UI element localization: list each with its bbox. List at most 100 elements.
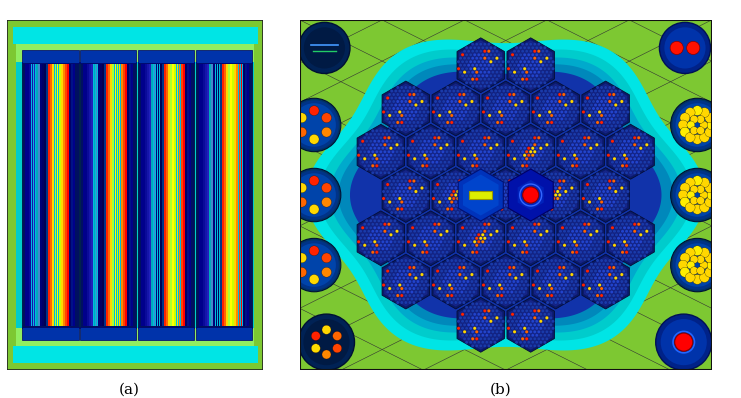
Circle shape — [497, 233, 501, 236]
Bar — [25, 64, 27, 326]
Circle shape — [408, 287, 411, 290]
Circle shape — [479, 302, 482, 306]
Circle shape — [522, 110, 525, 114]
Circle shape — [511, 327, 514, 330]
Circle shape — [462, 280, 465, 283]
Circle shape — [504, 207, 508, 211]
Circle shape — [571, 129, 574, 133]
Circle shape — [625, 171, 628, 174]
Circle shape — [448, 226, 451, 229]
Circle shape — [476, 276, 479, 280]
Circle shape — [462, 128, 465, 131]
Circle shape — [357, 240, 360, 244]
Circle shape — [416, 280, 419, 283]
Circle shape — [521, 136, 525, 139]
Circle shape — [504, 100, 508, 103]
Circle shape — [572, 96, 576, 100]
Circle shape — [415, 154, 419, 157]
Circle shape — [502, 117, 505, 121]
Bar — [33, 64, 36, 326]
Circle shape — [489, 219, 493, 222]
Circle shape — [404, 114, 408, 117]
Circle shape — [383, 129, 387, 133]
Circle shape — [434, 200, 437, 204]
Circle shape — [550, 294, 554, 297]
Circle shape — [448, 117, 451, 121]
Circle shape — [425, 107, 428, 110]
Circle shape — [598, 90, 601, 93]
Circle shape — [611, 140, 614, 143]
Circle shape — [465, 320, 468, 323]
Circle shape — [574, 114, 577, 117]
Circle shape — [519, 146, 522, 150]
Circle shape — [465, 46, 468, 49]
Circle shape — [508, 294, 511, 297]
Circle shape — [461, 53, 464, 57]
Circle shape — [527, 74, 531, 77]
Circle shape — [510, 204, 514, 207]
Circle shape — [529, 70, 532, 74]
Circle shape — [515, 219, 518, 222]
Circle shape — [607, 146, 610, 150]
Circle shape — [589, 240, 592, 244]
Bar — [218, 64, 219, 326]
Circle shape — [497, 74, 501, 77]
Circle shape — [504, 93, 508, 96]
Circle shape — [549, 323, 553, 326]
Circle shape — [482, 283, 485, 287]
Circle shape — [392, 121, 396, 124]
Circle shape — [522, 190, 525, 193]
Circle shape — [402, 233, 405, 236]
Circle shape — [463, 337, 466, 340]
Circle shape — [421, 164, 425, 168]
Circle shape — [398, 190, 402, 193]
Circle shape — [527, 161, 531, 164]
Bar — [104, 64, 106, 326]
Circle shape — [556, 262, 559, 266]
Circle shape — [485, 161, 488, 164]
Circle shape — [539, 233, 542, 236]
Circle shape — [454, 100, 457, 103]
Circle shape — [419, 233, 422, 236]
Circle shape — [537, 251, 540, 254]
Circle shape — [467, 309, 471, 312]
Circle shape — [498, 90, 502, 93]
Circle shape — [425, 251, 428, 254]
Circle shape — [594, 211, 597, 214]
Circle shape — [637, 258, 640, 261]
Circle shape — [604, 200, 608, 204]
Circle shape — [471, 164, 474, 168]
Circle shape — [591, 136, 594, 139]
Circle shape — [627, 233, 631, 236]
Circle shape — [488, 273, 491, 276]
Circle shape — [548, 183, 551, 186]
Circle shape — [400, 86, 403, 89]
Circle shape — [604, 193, 608, 197]
Circle shape — [415, 226, 419, 229]
Circle shape — [597, 140, 600, 143]
Circle shape — [598, 204, 601, 207]
Bar — [80, 50, 136, 63]
Circle shape — [600, 207, 603, 211]
Circle shape — [602, 262, 605, 266]
Circle shape — [482, 103, 485, 107]
Circle shape — [322, 325, 331, 334]
Circle shape — [529, 316, 532, 320]
Circle shape — [604, 266, 608, 269]
Circle shape — [494, 276, 497, 280]
Bar — [176, 64, 179, 326]
Circle shape — [627, 161, 631, 164]
Circle shape — [516, 273, 519, 276]
Circle shape — [444, 96, 448, 100]
Circle shape — [678, 190, 688, 200]
Circle shape — [466, 280, 470, 283]
Bar — [228, 64, 230, 326]
Circle shape — [583, 143, 586, 146]
Circle shape — [490, 297, 494, 300]
Circle shape — [402, 276, 405, 280]
Circle shape — [512, 179, 516, 183]
Circle shape — [402, 124, 405, 128]
Circle shape — [477, 168, 480, 171]
Circle shape — [404, 186, 408, 190]
Circle shape — [400, 280, 403, 283]
